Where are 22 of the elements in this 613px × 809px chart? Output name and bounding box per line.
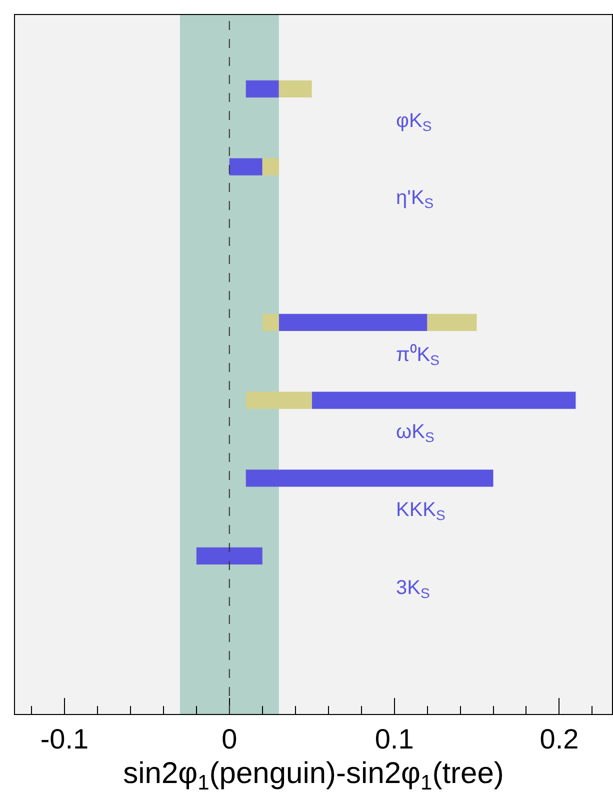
bar [246, 470, 494, 487]
bar [246, 80, 279, 98]
bar [278, 314, 428, 332]
x-tick-label: -0.1 [40, 724, 89, 755]
y-tick-label: ωK$_{S}$ [396, 421, 434, 446]
bar [312, 392, 576, 409]
x-tick-label: 0.1 [374, 724, 414, 755]
x-tick-label: 0 [222, 724, 238, 755]
x-tick-label: 0.2 [540, 724, 579, 755]
bar [427, 314, 477, 332]
bar [196, 547, 262, 565]
bar [246, 392, 312, 409]
bar [262, 158, 279, 176]
y-tick-label: φK$_{S}$ [396, 110, 432, 134]
bar [278, 80, 312, 98]
y-tick-label: 3K$_{S}$ [396, 577, 430, 602]
y-tick-label: η'K$_{S}$ [396, 187, 434, 212]
y-tick-label: KKK$_{S}$ [396, 499, 446, 524]
bar [229, 158, 262, 176]
x-axis-title: sin2φ$_{1}$(penguin)-sin2φ$_{1}$(tree) [123, 757, 504, 794]
y-tick-label: π⁰K$_{S}$ [396, 343, 440, 368]
bar [262, 314, 279, 332]
